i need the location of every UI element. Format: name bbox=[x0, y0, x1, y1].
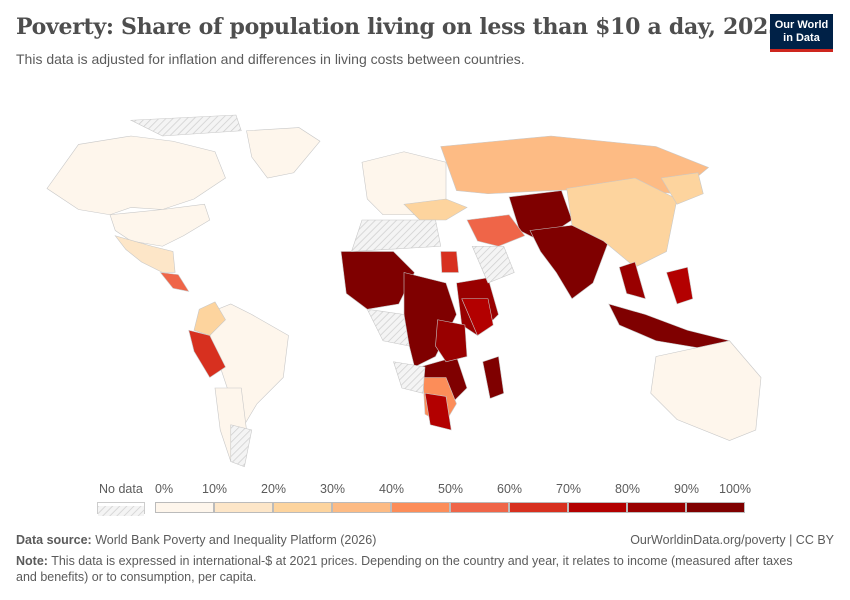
map-region[interactable] bbox=[246, 127, 321, 179]
map-region[interactable] bbox=[403, 198, 468, 221]
map-region[interactable] bbox=[666, 266, 694, 305]
legend-tick-label: 10% bbox=[202, 482, 228, 496]
owid-logo[interactable]: Our World in Data bbox=[770, 14, 833, 52]
legend-no-data-label: No data bbox=[99, 482, 143, 496]
logo-line1: Our World bbox=[774, 19, 829, 31]
map-region[interactable] bbox=[366, 308, 410, 347]
map-region[interactable] bbox=[461, 298, 494, 336]
map-region[interactable] bbox=[440, 251, 459, 273]
legend-no-data-swatch[interactable] bbox=[97, 502, 145, 516]
map-region[interactable] bbox=[393, 361, 426, 394]
legend-bin[interactable] bbox=[391, 502, 450, 513]
map-region[interactable] bbox=[129, 114, 242, 137]
map-region[interactable] bbox=[159, 272, 190, 292]
map-region[interactable] bbox=[340, 251, 415, 310]
map-region[interactable] bbox=[482, 356, 505, 399]
data-source: Data source: World Bank Poverty and Ineq… bbox=[16, 533, 376, 547]
map-region[interactable] bbox=[114, 235, 176, 273]
legend-tick-label: 20% bbox=[261, 482, 287, 496]
map-region[interactable] bbox=[618, 261, 646, 300]
legend-tick-label: 0% bbox=[155, 482, 174, 496]
note-label: Note: bbox=[16, 554, 48, 568]
map-region[interactable] bbox=[424, 392, 452, 431]
legend-tick-label: 40% bbox=[379, 482, 405, 496]
map-region[interactable] bbox=[650, 340, 762, 441]
map-region[interactable] bbox=[230, 424, 253, 468]
legend-tick-label: 90% bbox=[674, 482, 700, 496]
note-text: This data is expressed in international-… bbox=[16, 554, 793, 584]
legend-tick-label: 80% bbox=[615, 482, 641, 496]
map-region[interactable] bbox=[660, 172, 704, 205]
map-region[interactable] bbox=[566, 177, 678, 268]
map-region[interactable] bbox=[109, 203, 211, 247]
legend-bin[interactable] bbox=[509, 502, 568, 513]
map-region[interactable] bbox=[608, 303, 731, 352]
legend-tick-label: 50% bbox=[438, 482, 464, 496]
legend-bin[interactable] bbox=[450, 502, 509, 513]
legend-bin[interactable] bbox=[214, 502, 273, 513]
map-region[interactable] bbox=[351, 219, 442, 252]
legend-tick-label: 60% bbox=[497, 482, 523, 496]
legend-tick-label: 100% bbox=[719, 482, 751, 496]
subtitle: This data is adjusted for inflation and … bbox=[16, 51, 525, 67]
legend-bin[interactable] bbox=[155, 502, 214, 513]
legend-bin[interactable] bbox=[686, 502, 745, 513]
map-region[interactable] bbox=[188, 329, 226, 378]
map-region[interactable] bbox=[46, 135, 226, 216]
map-region[interactable] bbox=[466, 214, 526, 247]
legend-bin[interactable] bbox=[273, 502, 332, 513]
map-region[interactable] bbox=[471, 245, 515, 284]
logo-line2: in Data bbox=[783, 32, 820, 44]
legend-tick-label: 30% bbox=[320, 482, 346, 496]
map-region[interactable] bbox=[435, 319, 468, 363]
page-title: Poverty: Share of population living on l… bbox=[16, 14, 784, 40]
world-map[interactable] bbox=[0, 100, 850, 470]
legend-tick-label: 70% bbox=[556, 482, 582, 496]
legend-bin[interactable] bbox=[332, 502, 391, 513]
source-label: Data source: bbox=[16, 533, 92, 547]
legend-bin[interactable] bbox=[568, 502, 627, 513]
source-url-link[interactable]: OurWorldinData.org/poverty | CC BY bbox=[630, 533, 834, 547]
map-region[interactable] bbox=[193, 301, 226, 336]
source-text: World Bank Poverty and Inequality Platfo… bbox=[95, 533, 377, 547]
note: Note: This data is expressed in internat… bbox=[16, 553, 816, 585]
legend-bin[interactable] bbox=[627, 502, 686, 513]
